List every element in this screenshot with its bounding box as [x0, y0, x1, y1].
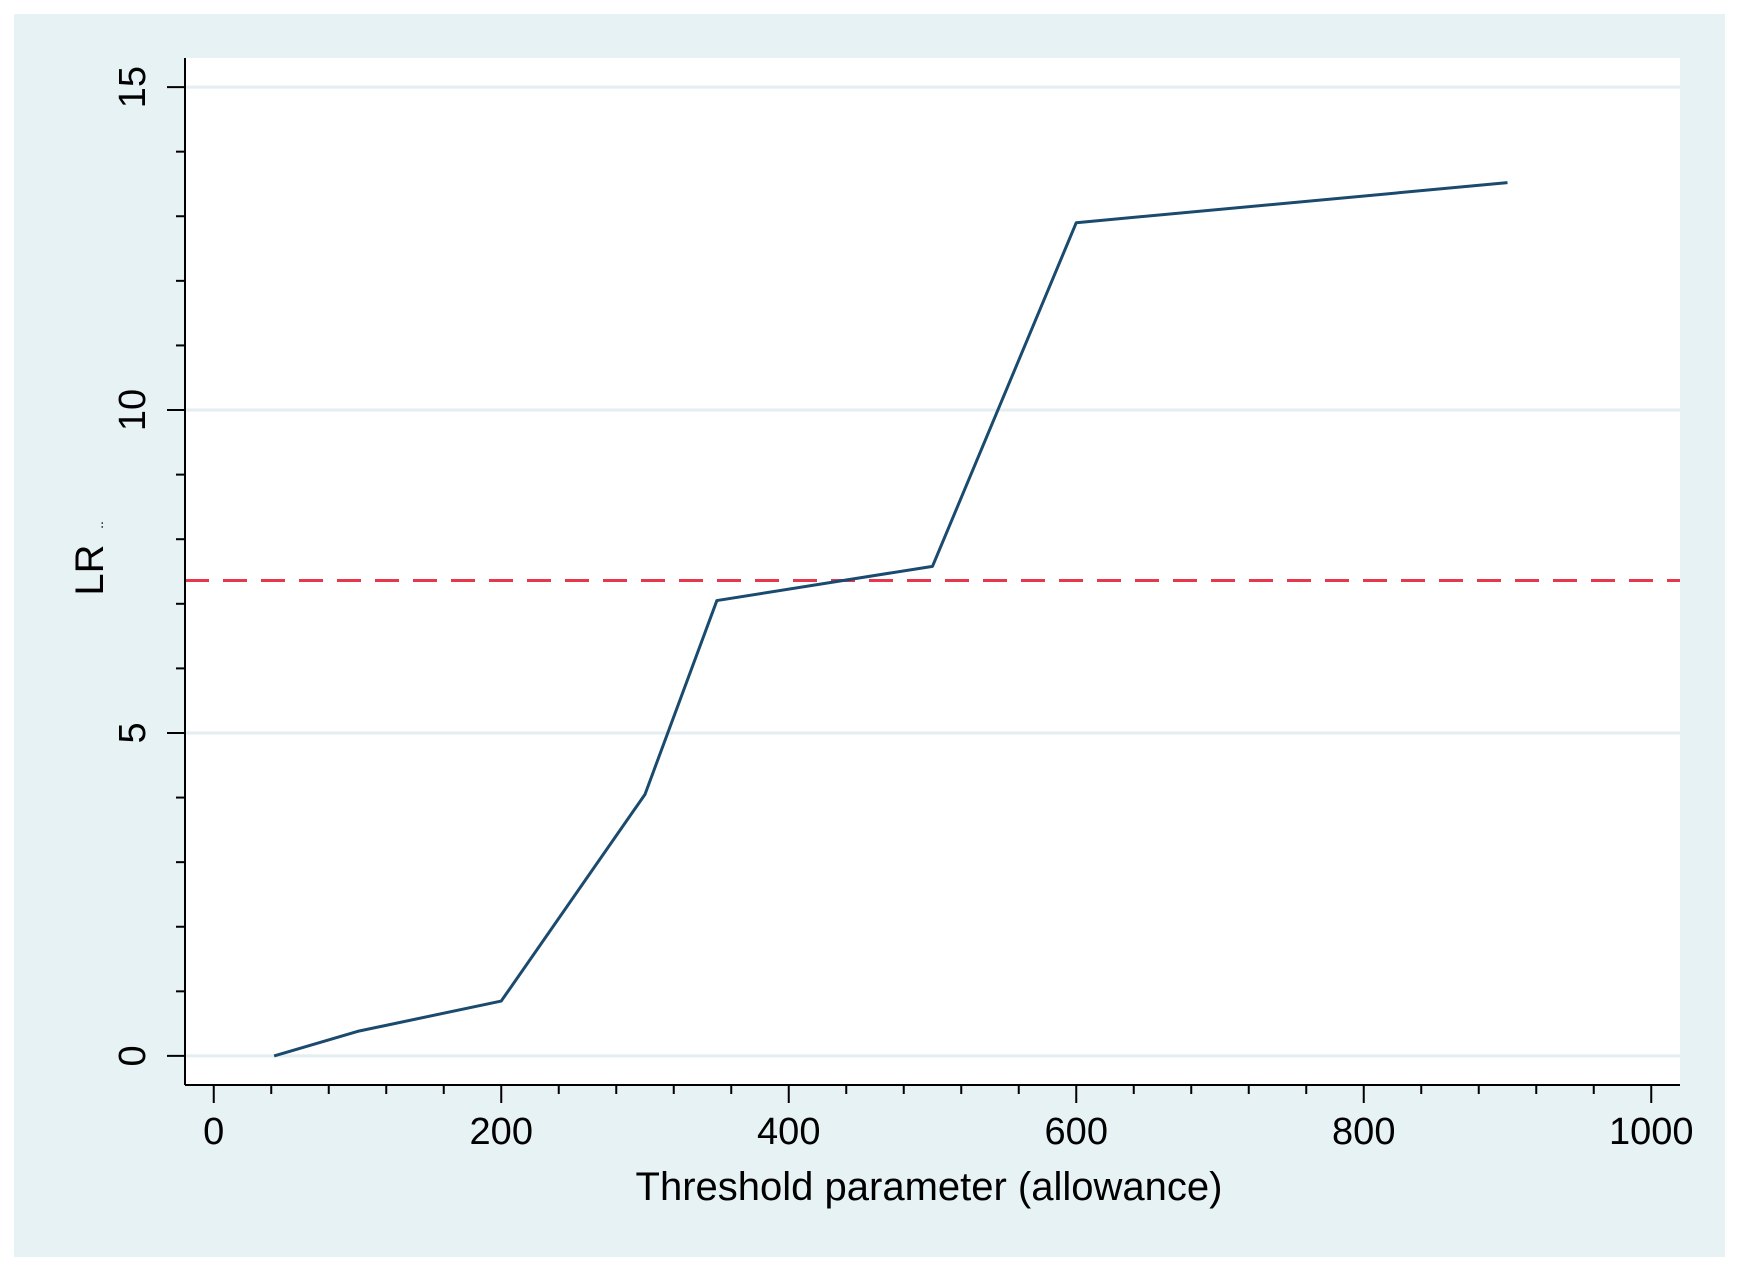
- series-layer: [273, 181, 1508, 1058]
- y-tick-label: 0: [112, 1045, 154, 1066]
- y-tick-label-group: 0: [112, 1045, 154, 1066]
- y-tick-label: 5: [112, 722, 154, 743]
- y-tick-label-group: 5: [112, 722, 154, 743]
- gridlines: [185, 85, 1680, 1058]
- y-tick-label-group: 15: [112, 66, 154, 108]
- x-tick-label: 600: [1045, 1111, 1108, 1153]
- axes: [167, 58, 1680, 1103]
- y-axis-title-text: LR: [68, 544, 112, 595]
- plot-area: [185, 58, 1680, 1085]
- y-tick-label: 10: [112, 389, 154, 431]
- x-tick-label: 0: [203, 1111, 224, 1153]
- x-tick-label: 400: [757, 1111, 820, 1153]
- x-axis-title: Threshold parameter (allowance): [636, 1165, 1223, 1209]
- y-tick-label: 15: [112, 66, 154, 108]
- y-axis-title: LR ..: [68, 521, 112, 595]
- y-axis-title-subscript: ..: [90, 521, 106, 529]
- series-line-0: [273, 181, 1508, 1058]
- x-tick-label: 1000: [1609, 1111, 1694, 1153]
- tick-labels: 0 5 10 15 0 200 400 600 800 1000: [112, 66, 1694, 1153]
- x-tick-label: 200: [470, 1111, 533, 1153]
- y-tick-label-group: 10: [112, 389, 154, 431]
- x-tick-label: 800: [1332, 1111, 1395, 1153]
